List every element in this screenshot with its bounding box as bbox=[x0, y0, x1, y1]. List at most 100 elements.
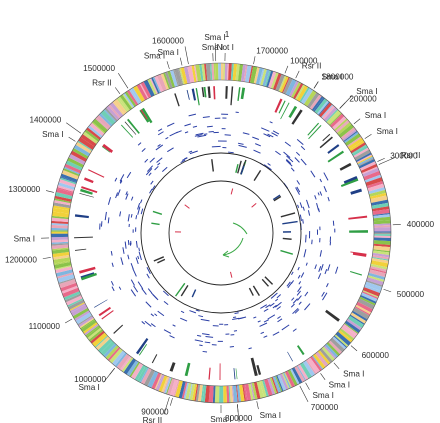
restriction-site-label: Not I bbox=[217, 43, 234, 52]
orf-segment bbox=[295, 84, 306, 101]
orf-segment bbox=[147, 370, 159, 389]
feature-block bbox=[81, 186, 98, 194]
annotation-mark bbox=[162, 290, 169, 297]
annotation-mark bbox=[119, 211, 122, 217]
annotation-mark bbox=[302, 219, 304, 224]
orf-segment bbox=[336, 121, 352, 136]
orf-segment bbox=[359, 296, 376, 306]
annotation-mark bbox=[283, 151, 291, 158]
orf-segment bbox=[87, 125, 103, 138]
orf-segment bbox=[91, 332, 108, 347]
annotation-mark bbox=[135, 257, 139, 265]
orf-segment bbox=[366, 180, 384, 189]
orf-segment bbox=[296, 365, 307, 381]
orf-segment bbox=[362, 287, 381, 297]
inner-ring-inner bbox=[168, 180, 274, 286]
feature-block bbox=[174, 93, 180, 107]
annotation-mark bbox=[296, 186, 301, 193]
orf-segment bbox=[112, 100, 125, 116]
orf-segment bbox=[316, 351, 329, 366]
annotation-mark bbox=[156, 157, 163, 163]
orf-segment bbox=[340, 127, 356, 140]
orf-segment bbox=[185, 382, 192, 400]
orf-segment bbox=[126, 360, 139, 377]
annotation-mark bbox=[318, 265, 322, 272]
orf-segment bbox=[61, 285, 79, 294]
annotation-mark bbox=[327, 196, 330, 202]
orf-segment bbox=[363, 170, 381, 181]
label-leader-line bbox=[214, 43, 217, 62]
orf-segment bbox=[60, 173, 78, 183]
feature-block bbox=[124, 121, 137, 135]
orf-segment bbox=[86, 326, 101, 339]
orf-segment bbox=[306, 357, 321, 374]
orf-segment bbox=[370, 260, 389, 268]
orf-segment bbox=[347, 137, 364, 150]
orf-segment bbox=[323, 345, 337, 360]
orf-segment bbox=[223, 63, 226, 81]
orf-segment bbox=[60, 282, 78, 292]
orf-segment bbox=[372, 206, 390, 212]
orf-segment bbox=[97, 338, 113, 353]
orf-segment bbox=[358, 159, 376, 169]
orf-segment bbox=[59, 177, 77, 185]
inner-feature-tick bbox=[282, 237, 292, 240]
orf-segment bbox=[181, 381, 188, 399]
orf-segment bbox=[174, 68, 183, 86]
orf-segment bbox=[279, 373, 289, 391]
orf-segment bbox=[339, 328, 355, 341]
orf-segment bbox=[258, 68, 265, 86]
orf-segment bbox=[137, 366, 148, 383]
label-leader-line bbox=[66, 122, 82, 134]
feature-block bbox=[203, 86, 207, 98]
orf-segment bbox=[116, 353, 131, 370]
orf-segment bbox=[354, 306, 371, 316]
orf-segment bbox=[100, 340, 116, 356]
annotation-mark bbox=[275, 150, 281, 156]
annotation-mark bbox=[255, 143, 262, 147]
inner-feature-tick bbox=[191, 289, 197, 298]
orf-segment bbox=[100, 109, 116, 125]
annotation-mark bbox=[261, 127, 270, 132]
orf-segment bbox=[324, 343, 339, 358]
orf-segment bbox=[282, 372, 292, 389]
orf-segment bbox=[51, 241, 69, 245]
orf-segment bbox=[300, 88, 314, 105]
orf-segment bbox=[67, 298, 84, 307]
orf-segment bbox=[65, 295, 83, 306]
label-leader-line bbox=[170, 397, 173, 406]
annotation-mark bbox=[297, 295, 302, 301]
orf-segment bbox=[51, 217, 69, 223]
orf-segment bbox=[187, 65, 195, 84]
orf-segment bbox=[170, 378, 179, 397]
orf-segment bbox=[310, 356, 323, 372]
annotation-mark bbox=[196, 334, 202, 337]
orf-segment bbox=[312, 353, 326, 369]
orf-segment bbox=[73, 144, 91, 157]
orf-segment bbox=[272, 376, 280, 394]
orf-segment bbox=[293, 83, 304, 100]
annotation-mark bbox=[253, 149, 261, 154]
orf-segment bbox=[330, 337, 345, 353]
annotation-mark bbox=[137, 255, 140, 260]
annotation-mark bbox=[242, 132, 250, 135]
feature-block bbox=[350, 271, 363, 276]
annotation-mark bbox=[290, 303, 295, 308]
annotation-mark bbox=[323, 186, 327, 193]
annotation-mark bbox=[263, 133, 271, 138]
annotation-mark bbox=[300, 145, 306, 151]
orf-segment bbox=[353, 147, 370, 158]
annotation-mark bbox=[199, 344, 203, 347]
label-leader-line bbox=[353, 118, 361, 125]
annotation-mark bbox=[135, 240, 138, 248]
orf-segment bbox=[140, 367, 152, 385]
annotation-mark bbox=[150, 180, 154, 185]
orf-segment bbox=[199, 64, 204, 82]
orf-segment bbox=[56, 272, 74, 279]
position-label: 300000 bbox=[390, 152, 418, 161]
orf-segment bbox=[51, 247, 69, 251]
annotation-mark bbox=[267, 314, 276, 320]
orf-segment bbox=[119, 94, 133, 111]
orf-segment bbox=[105, 345, 119, 360]
feature-block bbox=[201, 87, 205, 98]
